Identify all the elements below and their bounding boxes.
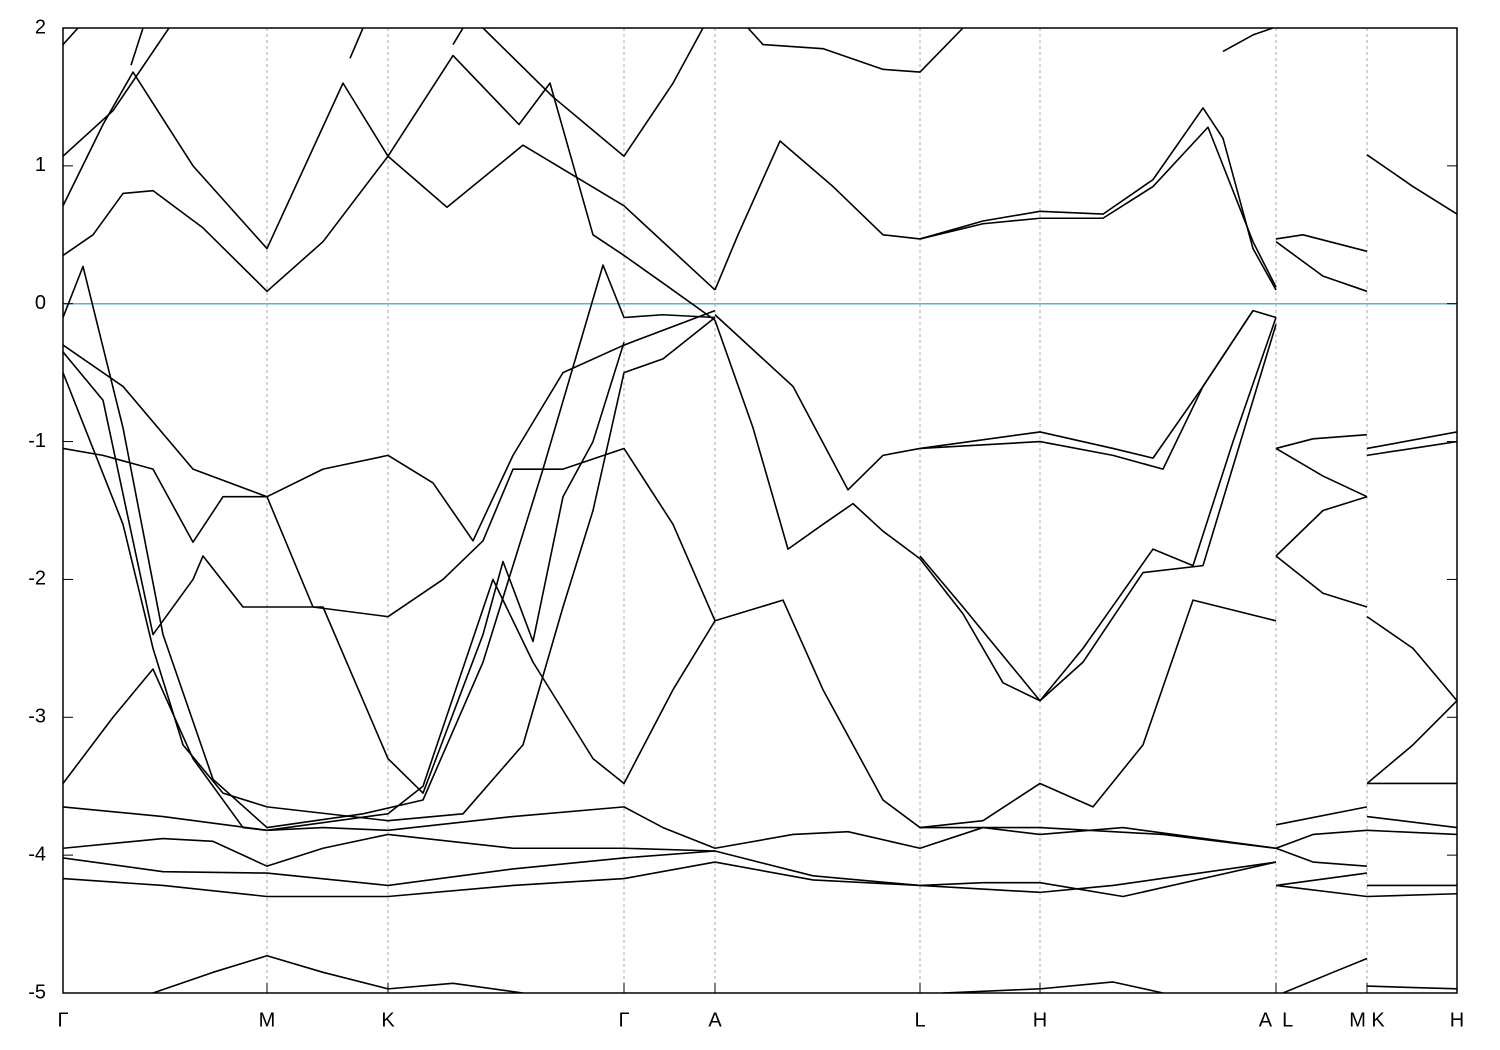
band-line: [714, 850, 1277, 898]
x-tick-label: Γ: [57, 1009, 68, 1031]
x-tick-label: A L: [1259, 1009, 1293, 1031]
band-line: [1275, 884, 1368, 898]
band-line: [1275, 872, 1368, 887]
band-line: [1275, 241, 1368, 293]
band-line: [714, 317, 1277, 702]
band-line: [942, 981, 1164, 993]
band-line: [1275, 433, 1368, 450]
y-tick-label: -4: [28, 843, 46, 865]
band-line: [1275, 447, 1368, 498]
band-line: [1275, 829, 1368, 849]
band-line: [63, 850, 716, 887]
y-tick-label: -5: [28, 981, 46, 1003]
band-line: [63, 71, 716, 291]
band-line: [1275, 233, 1368, 253]
band-line: [714, 861, 1277, 894]
band-line: [747, 28, 1274, 73]
x-tick-label: L: [914, 1009, 925, 1031]
band-line: [919, 324, 1277, 702]
bands: [63, 28, 1457, 993]
band-line: [1366, 440, 1457, 457]
x-tick-label: A: [708, 1009, 722, 1031]
band-line: [714, 107, 1277, 291]
band-line: [714, 599, 1277, 829]
y-tick-label: 1: [35, 154, 46, 176]
band-line: [919, 126, 1277, 288]
band-line: [63, 342, 625, 794]
y-tick-label: 2: [35, 16, 46, 38]
x-tick-label: M: [259, 1009, 276, 1031]
band-line: [919, 310, 1254, 459]
band-line: [63, 28, 464, 66]
band-line: [1275, 555, 1368, 608]
band-line: [63, 316, 716, 822]
band-line: [1282, 957, 1368, 993]
band-line: [63, 28, 170, 157]
band-line: [920, 826, 1277, 850]
band-line: [63, 833, 716, 867]
band-line: [1366, 615, 1457, 702]
band-line: [63, 806, 716, 849]
band-line: [714, 826, 1277, 850]
band-line: [1366, 700, 1457, 785]
band-line: [63, 309, 716, 542]
band-line: [1366, 431, 1457, 450]
x-tick-label: H: [1033, 1009, 1047, 1031]
band-line: [152, 954, 524, 993]
y-tick-label: -3: [28, 706, 46, 728]
band-line: [1366, 154, 1457, 215]
band-line: [1275, 847, 1368, 867]
x-tick-label: Γ: [618, 1009, 629, 1031]
band-line: [482, 28, 704, 158]
band-line: [1366, 815, 1457, 829]
band-line: [63, 861, 716, 898]
band-line: [1366, 985, 1457, 990]
x-tick-label: K: [381, 1009, 395, 1031]
plot-frame: [62, 27, 1458, 994]
y-tick-label: -2: [28, 568, 46, 590]
y-tick-label: -1: [28, 430, 46, 452]
band-line: [63, 578, 716, 832]
axis-labels: -5 -4 -3 -2 -1 0 1 2 Γ M K Γ A L H A L M K H: [28, 16, 1464, 1031]
band-line: [63, 447, 716, 622]
band-line: [1366, 892, 1457, 898]
band-line: [1275, 495, 1368, 557]
x-tick-label: M K: [1349, 1009, 1385, 1031]
band-line: [1366, 829, 1457, 836]
y-tick-label: 0: [35, 292, 46, 314]
band-line: [1275, 806, 1368, 826]
x-tick-label: H: [1450, 1009, 1464, 1031]
